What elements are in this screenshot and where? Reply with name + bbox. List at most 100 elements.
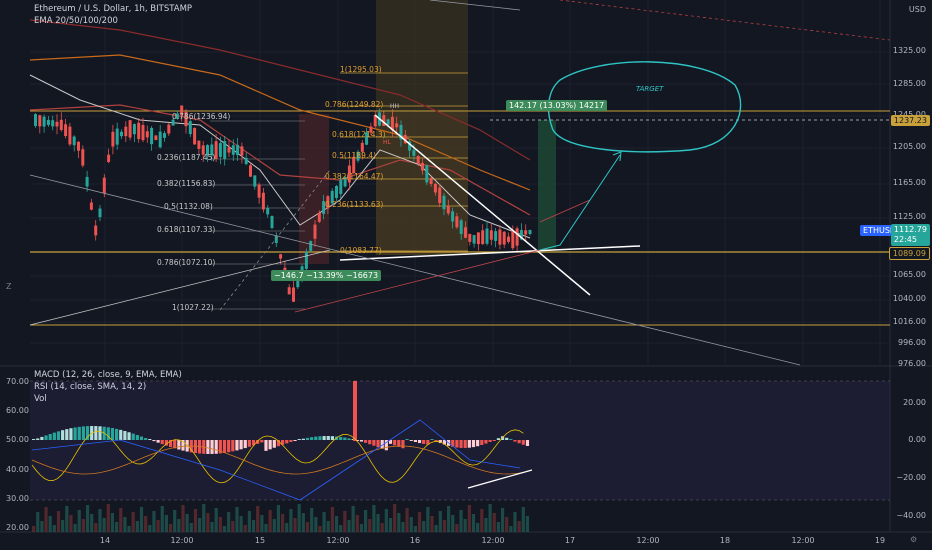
volume-bar <box>480 509 484 532</box>
volume-bar <box>343 511 347 532</box>
volume-bar <box>185 514 189 532</box>
candle <box>171 119 175 126</box>
fib-a-label: 0.382(1156.83) <box>157 179 216 188</box>
volume-bar <box>32 526 36 532</box>
volume-bar <box>177 519 181 532</box>
macd-bar <box>168 440 173 448</box>
macd-bar <box>405 439 409 440</box>
fib-b-label: 0.618(1214.3) <box>332 130 386 139</box>
fib-b-label: 0.382(1164.47) <box>325 172 384 181</box>
candle <box>502 231 506 245</box>
short-box-area <box>299 114 329 264</box>
volume-bar <box>397 513 401 532</box>
short-position-box[interactable]: −146.7 −13.39% −16673 <box>271 270 382 281</box>
zoom-icon[interactable]: Z <box>6 282 12 291</box>
macd-bar <box>492 440 496 441</box>
rsi-divergence-line <box>467 469 533 489</box>
volume-bar <box>260 515 264 532</box>
volume-bar <box>405 508 409 532</box>
macd-bar <box>426 440 430 445</box>
candle <box>210 144 214 156</box>
macd-bar <box>135 435 139 440</box>
macd-bar <box>496 438 500 440</box>
volume-bar <box>168 524 173 532</box>
candle <box>141 125 145 141</box>
candle <box>193 128 197 145</box>
time-tick: 17 <box>564 536 576 545</box>
candle <box>184 111 188 127</box>
macd-bar <box>65 429 69 440</box>
candle <box>347 165 351 183</box>
candle <box>476 232 480 245</box>
candle <box>309 241 313 251</box>
volume-bar <box>181 505 185 532</box>
volume-bar <box>426 507 430 532</box>
macd-bar <box>471 440 476 448</box>
candle <box>511 230 515 249</box>
macd-bar <box>239 440 243 450</box>
macd-bar <box>260 440 264 443</box>
candle <box>416 156 420 164</box>
currency-label: USD <box>908 5 926 14</box>
candle <box>317 212 321 222</box>
candle <box>249 165 252 177</box>
volume-bar <box>388 518 393 532</box>
macd-bar <box>276 440 281 447</box>
candle <box>55 121 59 127</box>
volume-bar <box>52 525 56 532</box>
candle <box>412 149 416 156</box>
macd-line <box>31 419 521 501</box>
candle <box>214 141 218 159</box>
macd-bar <box>293 440 297 441</box>
fib-b-label: 0(1083.77) <box>340 246 382 255</box>
candle <box>261 192 265 210</box>
volume-bar <box>173 510 177 532</box>
volume-bar <box>471 514 476 532</box>
macd-bar <box>434 440 438 442</box>
volume-bar <box>81 519 85 532</box>
time-tick: 12:00 <box>170 536 194 545</box>
long-position-box[interactable]: 142.17 (13.03%) 14217 <box>506 100 608 111</box>
gear-icon[interactable]: ⚙ <box>910 535 918 544</box>
fib-b-label: 0.5(1189.4) <box>332 151 377 160</box>
symbol-tag: ETHUSD <box>860 225 900 236</box>
macd-bar <box>397 440 401 447</box>
macd-bar <box>56 431 61 440</box>
fib-a-label: 1(1027.22) <box>172 303 214 312</box>
candle <box>485 228 489 244</box>
chart-title: Ethereum / U.S. Dollar, 1h, BITSTAMP <box>34 4 193 14</box>
candle <box>137 122 141 139</box>
volume-bar <box>505 517 509 532</box>
candle <box>120 131 123 137</box>
volume-bar <box>393 504 397 532</box>
candle <box>89 202 93 210</box>
time-tick: 14 <box>99 536 111 545</box>
rsi-tick: 60.00 <box>6 406 29 415</box>
candle <box>59 119 63 131</box>
macd-bar <box>368 440 372 445</box>
candle <box>244 157 248 165</box>
macd-bar <box>123 431 127 440</box>
macd-bar <box>222 440 227 453</box>
volume-bar <box>268 510 272 532</box>
macd-bar <box>521 440 525 445</box>
trendline-red <box>539 199 591 223</box>
macd-bar <box>40 436 44 440</box>
macd-bar <box>459 440 463 448</box>
candle <box>38 115 42 127</box>
macd-bar <box>422 440 426 444</box>
volume-bar <box>330 507 334 532</box>
volume-bar <box>347 520 351 532</box>
volume-bar <box>384 509 388 532</box>
macd-bar <box>148 439 152 440</box>
candle <box>429 177 433 185</box>
volume-bar <box>339 525 343 532</box>
macd-bar <box>305 437 310 440</box>
trendline-support <box>339 245 641 261</box>
candle <box>390 116 394 131</box>
candle <box>369 126 373 133</box>
candle <box>442 195 446 210</box>
candle <box>167 124 171 134</box>
